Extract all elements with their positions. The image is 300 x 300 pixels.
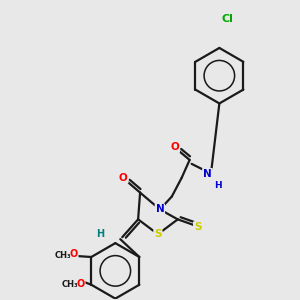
Text: S: S bbox=[194, 222, 201, 232]
Text: H: H bbox=[96, 229, 104, 239]
Text: N: N bbox=[155, 204, 164, 214]
Text: O: O bbox=[76, 279, 85, 289]
Text: H: H bbox=[214, 181, 222, 190]
Text: H: H bbox=[214, 181, 222, 190]
Text: H: H bbox=[96, 229, 104, 239]
Text: N: N bbox=[203, 169, 212, 179]
Text: CH₃: CH₃ bbox=[61, 280, 78, 289]
Text: Cl: Cl bbox=[221, 14, 233, 24]
Text: S: S bbox=[154, 229, 162, 239]
Text: S: S bbox=[194, 222, 201, 232]
Text: N: N bbox=[155, 204, 164, 214]
Text: CH₃: CH₃ bbox=[55, 250, 71, 260]
Text: O: O bbox=[119, 173, 128, 183]
Text: O: O bbox=[170, 142, 179, 152]
Text: O: O bbox=[170, 142, 179, 152]
Text: S: S bbox=[154, 231, 162, 241]
Text: O: O bbox=[119, 173, 128, 183]
Text: N: N bbox=[203, 169, 212, 179]
Text: Cl: Cl bbox=[221, 14, 233, 24]
Text: O: O bbox=[70, 249, 78, 259]
